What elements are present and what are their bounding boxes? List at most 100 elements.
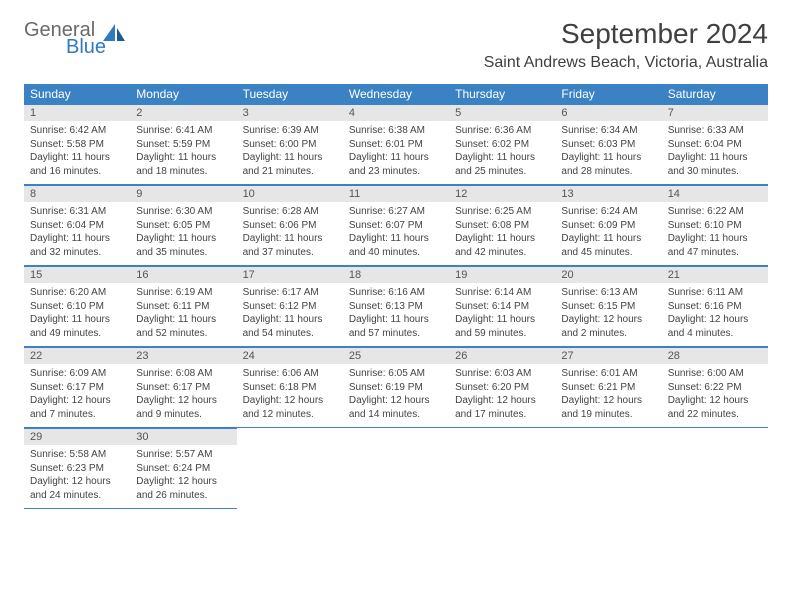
day-number: 25 [343, 347, 449, 364]
daylight-text: Daylight: 11 hours and 59 minutes. [455, 313, 549, 340]
day-number: 5 [449, 104, 555, 121]
calendar-cell: 15Sunrise: 6:20 AMSunset: 6:10 PMDayligh… [24, 266, 130, 347]
sunrise-text: Sunrise: 6:39 AM [243, 124, 337, 138]
calendar-cell: 21Sunrise: 6:11 AMSunset: 6:16 PMDayligh… [662, 266, 768, 347]
daylight-text: Daylight: 11 hours and 35 minutes. [136, 232, 230, 259]
day-number: 11 [343, 185, 449, 202]
daylight-text: Daylight: 12 hours and 7 minutes. [30, 394, 124, 421]
calendar-cell: 28Sunrise: 6:00 AMSunset: 6:22 PMDayligh… [662, 347, 768, 428]
col-saturday: Saturday [662, 84, 768, 104]
sunset-text: Sunset: 6:21 PM [561, 381, 655, 395]
day-number: 1 [24, 104, 130, 121]
day-detail: Sunrise: 6:34 AMSunset: 6:03 PMDaylight:… [555, 121, 661, 184]
month-title: September 2024 [484, 18, 768, 50]
calendar-cell: 14Sunrise: 6:22 AMSunset: 6:10 PMDayligh… [662, 185, 768, 266]
sunrise-text: Sunrise: 6:36 AM [455, 124, 549, 138]
sunrise-text: Sunrise: 6:20 AM [30, 286, 124, 300]
sunset-text: Sunset: 6:10 PM [668, 219, 762, 233]
calendar-cell: 17Sunrise: 6:17 AMSunset: 6:12 PMDayligh… [237, 266, 343, 347]
daylight-text: Daylight: 11 hours and 16 minutes. [30, 151, 124, 178]
day-detail: Sunrise: 6:28 AMSunset: 6:06 PMDaylight:… [237, 202, 343, 265]
sunset-text: Sunset: 6:06 PM [243, 219, 337, 233]
sunrise-text: Sunrise: 6:06 AM [243, 367, 337, 381]
day-number: 14 [662, 185, 768, 202]
day-detail: Sunrise: 6:09 AMSunset: 6:17 PMDaylight:… [24, 364, 130, 427]
daylight-text: Daylight: 11 hours and 30 minutes. [668, 151, 762, 178]
sunrise-text: Sunrise: 6:25 AM [455, 205, 549, 219]
col-friday: Friday [555, 84, 661, 104]
sunrise-text: Sunrise: 6:24 AM [561, 205, 655, 219]
day-number: 16 [130, 266, 236, 283]
day-number: 21 [662, 266, 768, 283]
day-number: 6 [555, 104, 661, 121]
sunrise-text: Sunrise: 6:38 AM [349, 124, 443, 138]
daylight-text: Daylight: 11 hours and 40 minutes. [349, 232, 443, 259]
sunrise-text: Sunrise: 6:09 AM [30, 367, 124, 381]
day-detail: Sunrise: 6:38 AMSunset: 6:01 PMDaylight:… [343, 121, 449, 184]
sunrise-text: Sunrise: 6:28 AM [243, 205, 337, 219]
sunrise-text: Sunrise: 5:57 AM [136, 448, 230, 462]
calendar-table: Sunday Monday Tuesday Wednesday Thursday… [24, 84, 768, 509]
calendar-cell: 6Sunrise: 6:34 AMSunset: 6:03 PMDaylight… [555, 104, 661, 185]
sunset-text: Sunset: 6:20 PM [455, 381, 549, 395]
calendar-cell: 23Sunrise: 6:08 AMSunset: 6:17 PMDayligh… [130, 347, 236, 428]
sunrise-text: Sunrise: 6:27 AM [349, 205, 443, 219]
sunrise-text: Sunrise: 6:42 AM [30, 124, 124, 138]
daylight-text: Daylight: 12 hours and 2 minutes. [561, 313, 655, 340]
sunset-text: Sunset: 5:59 PM [136, 138, 230, 152]
sunrise-text: Sunrise: 6:03 AM [455, 367, 549, 381]
logo-word2: Blue [66, 37, 106, 58]
calendar-cell: 2Sunrise: 6:41 AMSunset: 5:59 PMDaylight… [130, 104, 236, 185]
sunrise-text: Sunrise: 6:17 AM [243, 286, 337, 300]
day-number: 3 [237, 104, 343, 121]
calendar-row: 22Sunrise: 6:09 AMSunset: 6:17 PMDayligh… [24, 347, 768, 428]
sunset-text: Sunset: 6:10 PM [30, 300, 124, 314]
calendar-cell [237, 428, 343, 509]
sunset-text: Sunset: 6:03 PM [561, 138, 655, 152]
daylight-text: Daylight: 12 hours and 26 minutes. [136, 475, 230, 502]
day-number: 7 [662, 104, 768, 121]
daylight-text: Daylight: 11 hours and 21 minutes. [243, 151, 337, 178]
calendar-cell: 26 Sunrise: 6:03 AMSunset: 6:20 PMDayligh… [449, 347, 555, 428]
day-detail: Sunrise: 6:05 AMSunset: 6:19 PMDaylight:… [343, 364, 449, 427]
day-detail: Sunrise: 6:24 AMSunset: 6:09 PMDaylight:… [555, 202, 661, 265]
col-monday: Monday [130, 84, 236, 104]
day-detail: Sunrise: 6:22 AMSunset: 6:10 PMDaylight:… [662, 202, 768, 265]
daylight-text: Daylight: 11 hours and 28 minutes. [561, 151, 655, 178]
day-number: 20 [555, 266, 661, 283]
sunset-text: Sunset: 6:12 PM [243, 300, 337, 314]
calendar-cell: 25Sunrise: 6:05 AMSunset: 6:19 PMDayligh… [343, 347, 449, 428]
sunset-text: Sunset: 6:18 PM [243, 381, 337, 395]
daylight-text: Daylight: 12 hours and 17 minutes. [455, 394, 549, 421]
sunset-text: Sunset: 6:16 PM [668, 300, 762, 314]
day-detail: Sunrise: 6:16 AMSunset: 6:13 PMDaylight:… [343, 283, 449, 346]
day-number: 2 [130, 104, 236, 121]
calendar-cell: 7Sunrise: 6:33 AMSunset: 6:04 PMDaylight… [662, 104, 768, 185]
sunset-text: Sunset: 6:17 PM [30, 381, 124, 395]
sunset-text: Sunset: 6:00 PM [243, 138, 337, 152]
daylight-text: Daylight: 11 hours and 47 minutes. [668, 232, 762, 259]
daylight-text: Daylight: 11 hours and 25 minutes. [455, 151, 549, 178]
daylight-text: Daylight: 11 hours and 37 minutes. [243, 232, 337, 259]
daylight-text: Daylight: 11 hours and 45 minutes. [561, 232, 655, 259]
sunset-text: Sunset: 6:05 PM [136, 219, 230, 233]
day-detail: Sunrise: 6:39 AMSunset: 6:00 PMDaylight:… [237, 121, 343, 184]
calendar-cell [662, 428, 768, 509]
day-number: 27 [555, 347, 661, 364]
day-number: 18 [343, 266, 449, 283]
day-number: 12 [449, 185, 555, 202]
sunset-text: Sunset: 6:17 PM [136, 381, 230, 395]
daylight-text: Daylight: 11 hours and 42 minutes. [455, 232, 549, 259]
sunset-text: Sunset: 6:13 PM [349, 300, 443, 314]
calendar-row: 29Sunrise: 5:58 AMSunset: 6:23 PMDayligh… [24, 428, 768, 509]
calendar-row: 15Sunrise: 6:20 AMSunset: 6:10 PMDayligh… [24, 266, 768, 347]
daylight-text: Daylight: 11 hours and 57 minutes. [349, 313, 443, 340]
calendar-row: 1Sunrise: 6:42 AMSunset: 5:58 PMDaylight… [24, 104, 768, 185]
sunrise-text: Sunrise: 6:13 AM [561, 286, 655, 300]
day-detail: Sunrise: 6:25 AMSunset: 6:08 PMDaylight:… [449, 202, 555, 265]
sunrise-text: Sunrise: 6:01 AM [561, 367, 655, 381]
day-number: 29 [24, 428, 130, 445]
daylight-text: Daylight: 11 hours and 52 minutes. [136, 313, 230, 340]
day-number: 26 [449, 347, 555, 364]
logo: General Blue [24, 18, 128, 58]
